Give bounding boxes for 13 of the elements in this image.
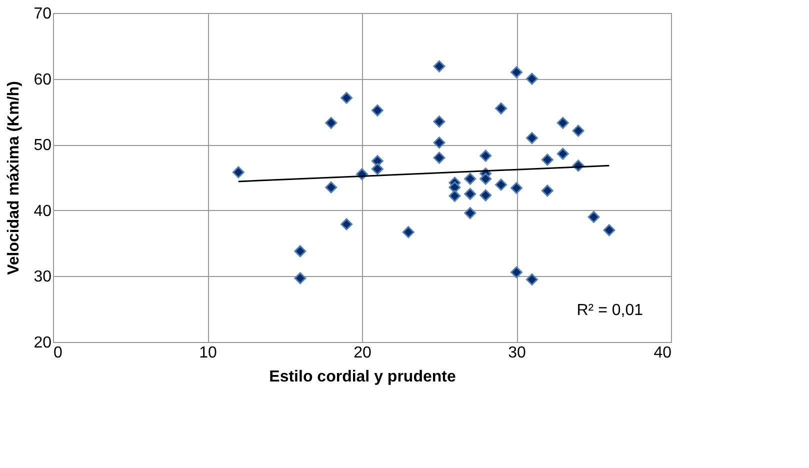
y-tick-label: 60 bbox=[34, 71, 52, 88]
x-tick-label: 40 bbox=[654, 344, 672, 362]
x-tick-label: 30 bbox=[508, 344, 526, 362]
x-tick-label: 20 bbox=[354, 344, 372, 362]
y-tick-label: 50 bbox=[34, 137, 52, 154]
y-tick-label: 30 bbox=[34, 268, 52, 286]
y-tick-label: 40 bbox=[34, 202, 52, 220]
x-tick-label: 0 bbox=[54, 344, 62, 362]
annotation: R² = 0,01 bbox=[576, 302, 644, 319]
x-tick-label: 10 bbox=[199, 344, 217, 362]
x-axis-title: Estilo cordial y prudente bbox=[269, 368, 456, 386]
y-tick-label: 70 bbox=[34, 6, 52, 22]
y-axis-title: Velocidad máxima (Km/h) bbox=[6, 81, 23, 275]
